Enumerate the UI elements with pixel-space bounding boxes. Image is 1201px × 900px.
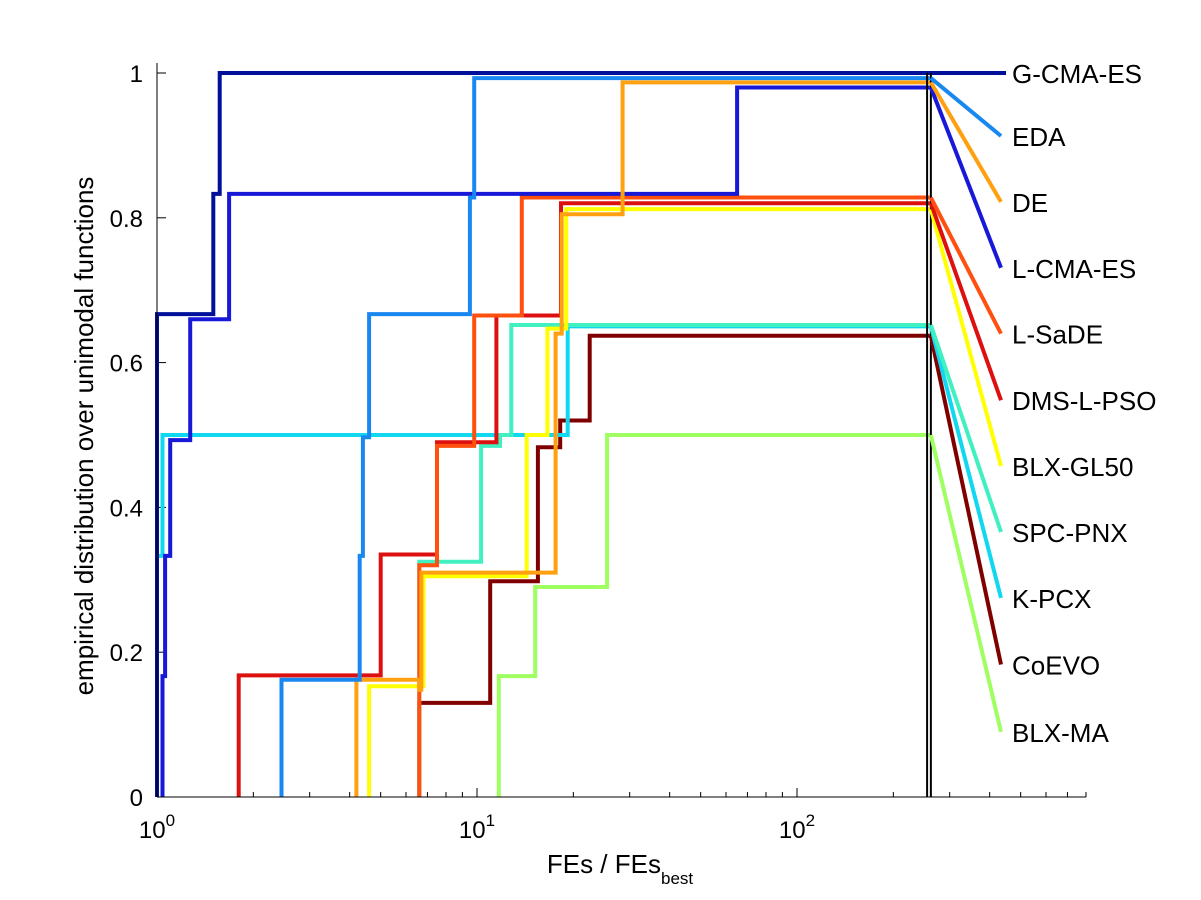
series-line (496, 433, 930, 797)
legend-connector (928, 208, 1003, 467)
x-tick-base: 10 (459, 817, 486, 844)
y-tick-label: 0.6 (110, 351, 143, 378)
series-line (417, 333, 930, 797)
x-axis-label-main: FEs / FEs (547, 849, 661, 879)
legend-label: DE (1012, 188, 1048, 218)
x-tick-exponent: 2 (806, 811, 815, 830)
legend-label: EDA (1012, 122, 1066, 152)
legend-label: K-PCX (1012, 584, 1091, 614)
series-line (367, 207, 930, 797)
legend-connector (928, 325, 1003, 599)
x-tick-label: 102 (779, 811, 815, 844)
legend-connector (928, 434, 1003, 733)
legend-connector (929, 196, 1003, 335)
x-tick-base: 10 (779, 817, 806, 844)
legend-label: L-SaDE (1012, 320, 1103, 350)
series-line (279, 76, 930, 797)
series-layer (155, 71, 1006, 797)
x-tick-exponent: 0 (166, 811, 175, 830)
series-line (417, 195, 930, 797)
legend-connector (929, 81, 1003, 203)
legend-connector (929, 86, 1003, 269)
legend-label: L-CMA-ES (1012, 254, 1136, 284)
x-tick-base: 10 (139, 817, 166, 844)
series-line (160, 85, 930, 797)
legend-connector (928, 324, 1003, 533)
y-tick-label: 1 (130, 61, 143, 88)
y-axis-label: empirical distribution over unimodal fun… (69, 177, 99, 696)
legend-connector (929, 76, 1003, 138)
y-tick-label: 0.4 (110, 495, 143, 522)
x-tick-label: 101 (459, 811, 495, 844)
legend-label: DMS-L-PSO (1012, 386, 1156, 416)
y-tick-label: 0.2 (110, 640, 143, 667)
x-tick-label: 100 (139, 811, 175, 844)
x-tick-exponent: 1 (486, 811, 495, 830)
x-axis-label-sub: best (661, 869, 693, 888)
y-tick-label: 0.8 (110, 206, 143, 233)
legend-connector (928, 202, 1003, 401)
legend-connector (928, 335, 1003, 665)
legend-label: BLX-GL50 (1012, 452, 1133, 482)
y-tick-label: 0 (130, 785, 143, 812)
axes-frame (156, 63, 1086, 798)
legend: BLX-MA CoEVO K-PCX SPC-PNX BLX-GL50 DMS-L-PSO… (928, 59, 1156, 748)
series-line (417, 323, 930, 797)
x-axis-label: FEs / FEsbest (547, 849, 694, 888)
legend-label: CoEVO (1012, 651, 1100, 681)
legend-label: BLX-MA (1012, 718, 1109, 748)
legend-label: G-CMA-ES (1012, 59, 1142, 89)
legend-label: SPC-PNX (1012, 518, 1128, 548)
series-line (354, 80, 930, 797)
